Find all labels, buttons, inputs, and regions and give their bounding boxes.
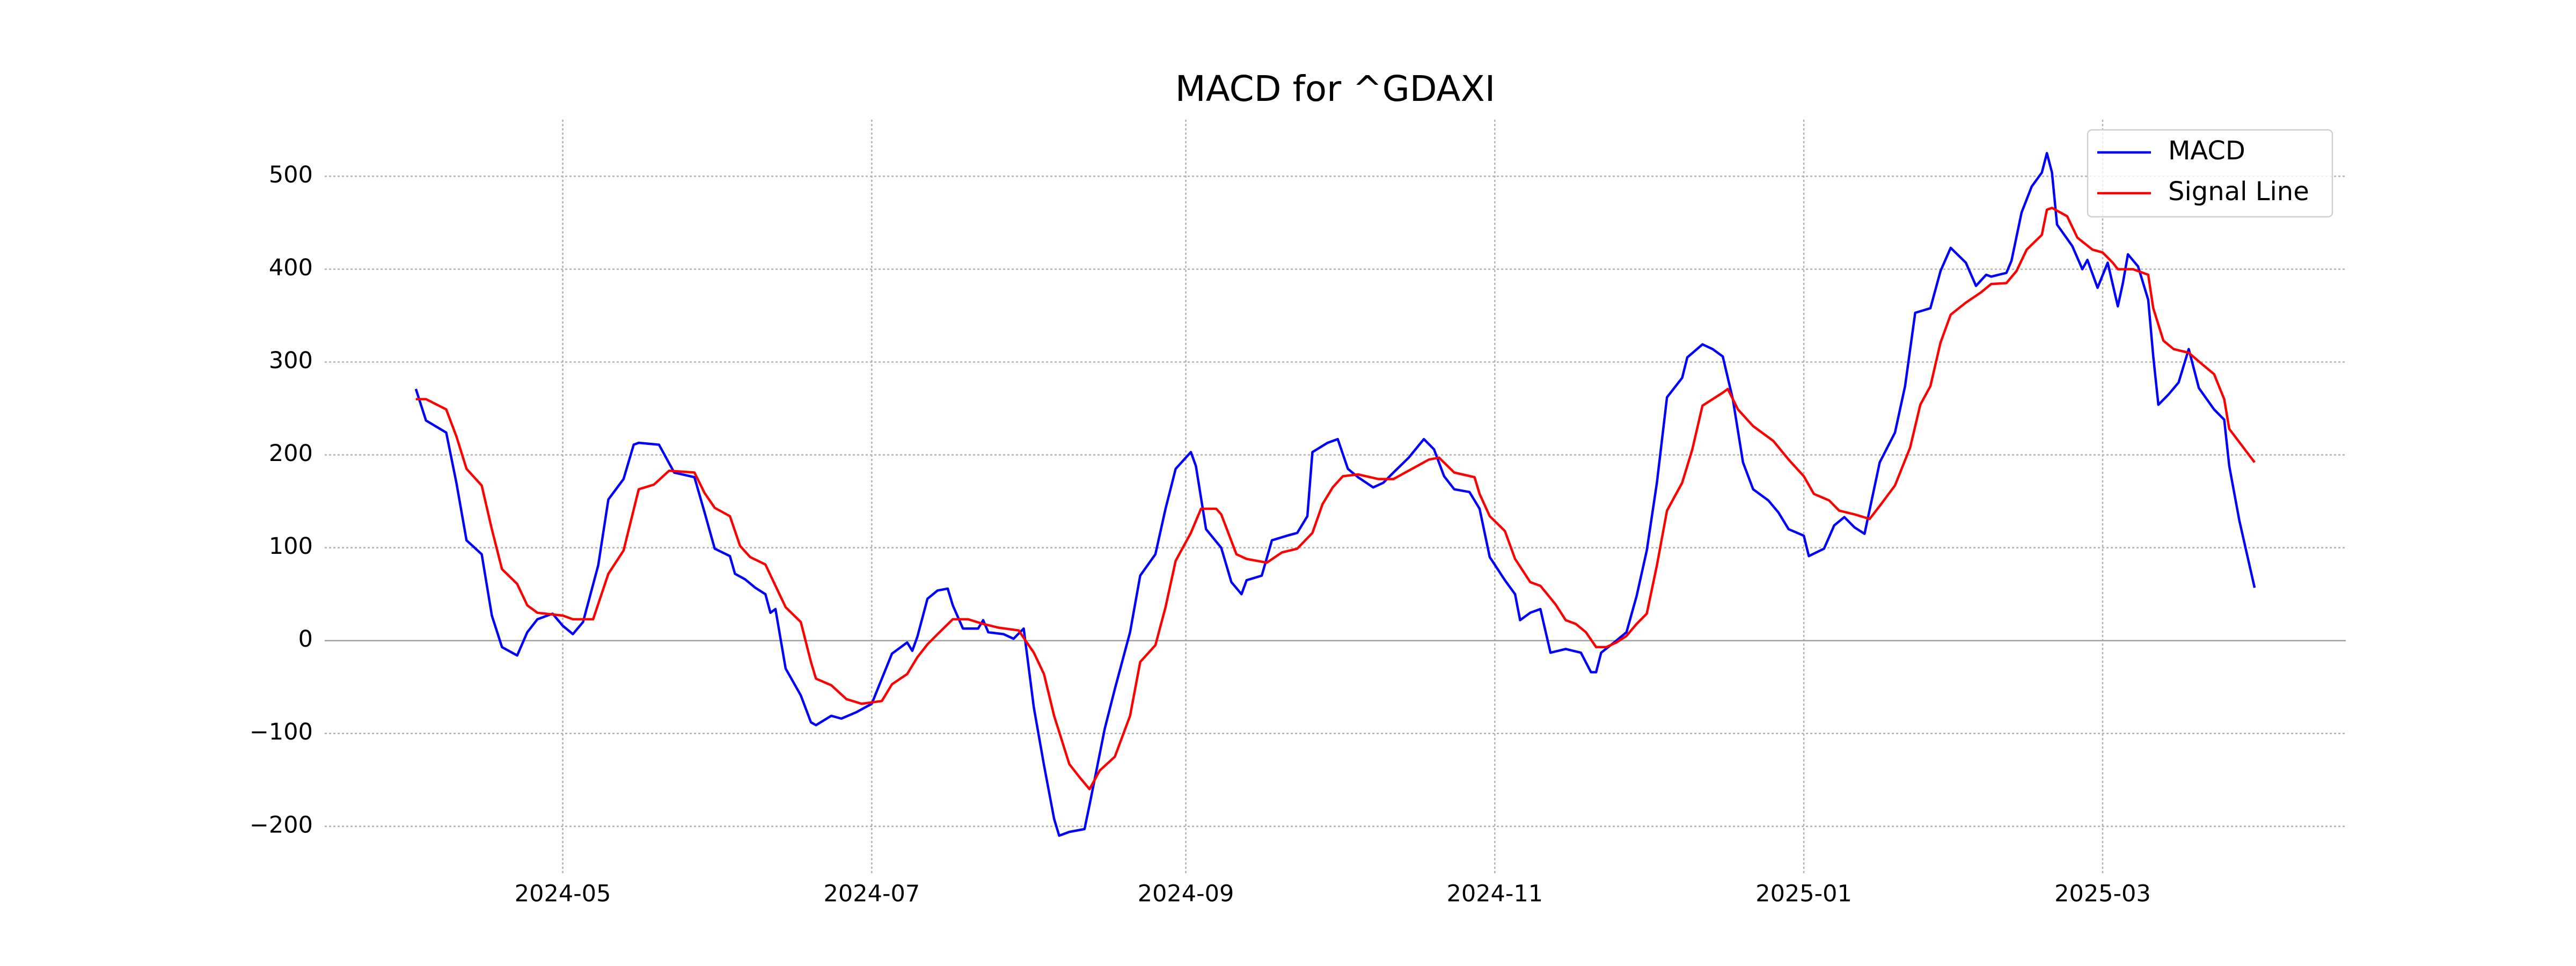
chart-title: MACD for ^GDAXI bbox=[1175, 68, 1495, 109]
y-tick-label: 100 bbox=[269, 533, 313, 560]
series-line bbox=[414, 152, 2256, 837]
x-tick-label: 2024-05 bbox=[515, 881, 611, 908]
y-tick-label: 400 bbox=[269, 254, 313, 281]
legend: MACD Signal Line bbox=[2087, 129, 2333, 218]
y-tick-label: 200 bbox=[269, 440, 313, 467]
y-tick-label: −200 bbox=[250, 811, 313, 838]
y-tick-label: 300 bbox=[269, 347, 313, 374]
series-line bbox=[415, 207, 2256, 791]
x-tick-label: 2024-09 bbox=[1138, 881, 1234, 908]
x-tick-label: 2025-03 bbox=[2054, 881, 2151, 908]
x-tick-label: 2025-01 bbox=[1755, 881, 1852, 908]
y-tick-label: 500 bbox=[269, 162, 313, 188]
y-tick-label: 0 bbox=[298, 626, 313, 653]
x-tick-label: 2024-07 bbox=[824, 881, 920, 908]
legend-label: Signal Line bbox=[2168, 177, 2309, 207]
y-tick-label: −100 bbox=[250, 719, 313, 745]
x-tick-label: 2024-11 bbox=[1446, 881, 1543, 908]
legend-label: MACD bbox=[2168, 136, 2245, 166]
